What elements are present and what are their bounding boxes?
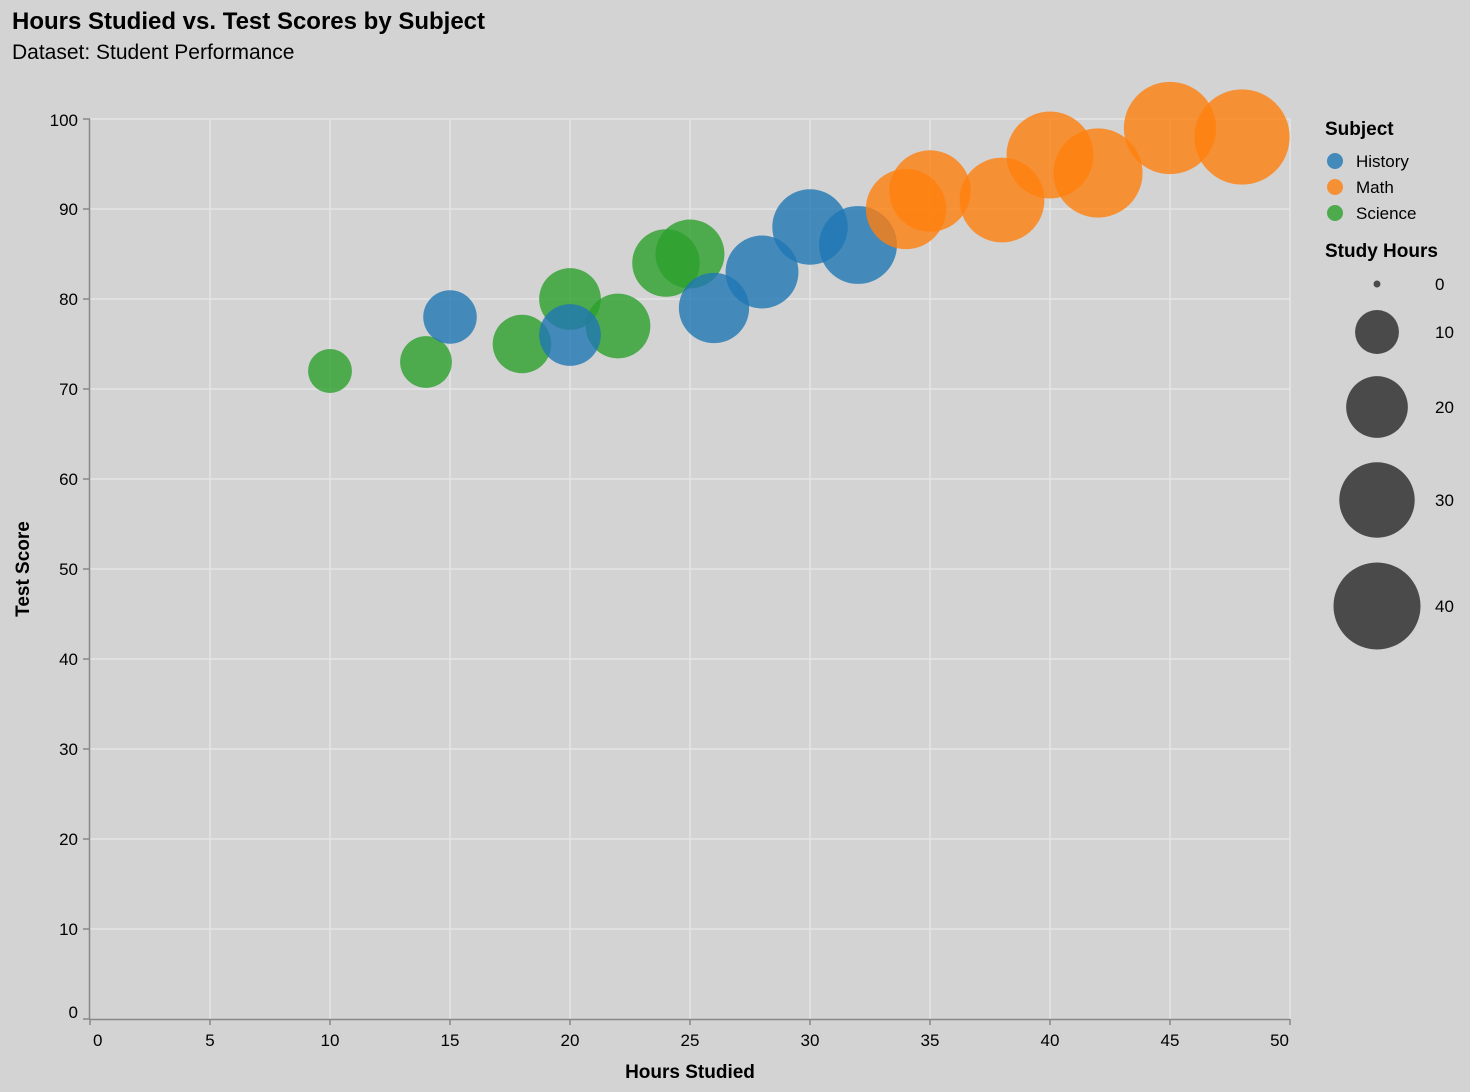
x-tick-label: 30 [801,1031,820,1050]
y-tick-label: 100 [50,111,78,130]
legend-size-label: 20 [1435,398,1454,417]
bubble-science[interactable] [492,314,552,374]
legend-size-symbol [1355,310,1399,354]
data-points [308,81,1290,393]
legend-swatch-history [1327,153,1343,169]
y-tick-label: 0 [69,1003,78,1022]
legend-size-items: 0 10 20 30 40 [1333,275,1454,650]
chart-subtitle: Dataset: Student Performance [12,41,295,64]
x-axis-ticks: 0 5 10 15 20 25 30 35 40 45 50 [89,1019,1291,1050]
legend-swatch-math [1327,179,1343,195]
legend-size-label: 10 [1435,323,1454,342]
x-tick-label: 35 [921,1031,940,1050]
bubble-math[interactable] [889,150,971,232]
legend-size-symbol [1373,280,1381,288]
bubble-math[interactable] [1053,128,1143,218]
bubble-science[interactable] [585,293,651,359]
x-axis-title: Hours Studied [625,1062,755,1083]
bubble-history[interactable] [539,304,601,366]
x-tick-label: 25 [681,1031,700,1050]
legend-label-history: History [1356,152,1409,171]
x-tick-label: 10 [321,1031,340,1050]
y-tick-label: 90 [59,200,78,219]
legend-label-science: Science [1356,204,1416,223]
x-tick-label: 0 [93,1031,102,1050]
grid-lines [90,118,1291,1019]
legend-size-symbol [1339,462,1415,538]
bubble-math[interactable] [1123,81,1217,175]
x-tick-label: 5 [205,1031,214,1050]
x-tick-label: 50 [1270,1031,1289,1050]
legend-size-symbol [1346,376,1408,438]
series-history [423,189,897,366]
bubble-science[interactable] [308,349,352,393]
bubble-science[interactable] [655,219,725,289]
legend-size-label: 40 [1435,597,1454,616]
legend-size-symbol [1333,562,1421,650]
legend-size-label: 30 [1435,491,1454,510]
bubble-science[interactable] [400,336,452,388]
legend-size-label: 0 [1435,275,1444,294]
y-tick-label: 80 [59,290,78,309]
y-tick-label: 50 [59,560,78,579]
legend: Subject History Math Science Study Hours 0… [1325,119,1454,650]
legend-size-title: Study Hours [1325,241,1438,262]
y-tick-label: 10 [59,920,78,939]
y-tick-label: 20 [59,830,78,849]
series-math [865,81,1290,250]
axes: 0 5 10 15 20 25 30 35 40 45 50 0 10 20 30 40 50 60 70 80 90… [13,111,1291,1083]
y-tick-label: 70 [59,380,78,399]
legend-swatch-science [1327,205,1343,221]
y-tick-label: 60 [59,470,78,489]
y-axis-ticks: 0 10 20 30 40 50 60 70 80 90 100 [50,111,90,1022]
y-axis-title: Test Score [13,521,34,617]
legend-label-math: Math [1356,178,1394,197]
x-tick-label: 15 [441,1031,460,1050]
y-tick-label: 30 [59,740,78,759]
bubble-history[interactable] [725,235,799,309]
legend-subject-items: History Math Science [1327,152,1416,223]
x-tick-label: 40 [1041,1031,1060,1050]
x-tick-label: 20 [561,1031,580,1050]
series-science [308,219,725,393]
chart-title: Hours Studied vs. Test Scores by Subject [12,8,486,35]
bubble-history[interactable] [423,290,477,344]
x-tick-label: 45 [1161,1031,1180,1050]
y-tick-label: 40 [59,650,78,669]
legend-subject-title: Subject [1325,119,1394,140]
bubble-math[interactable] [1194,89,1290,185]
